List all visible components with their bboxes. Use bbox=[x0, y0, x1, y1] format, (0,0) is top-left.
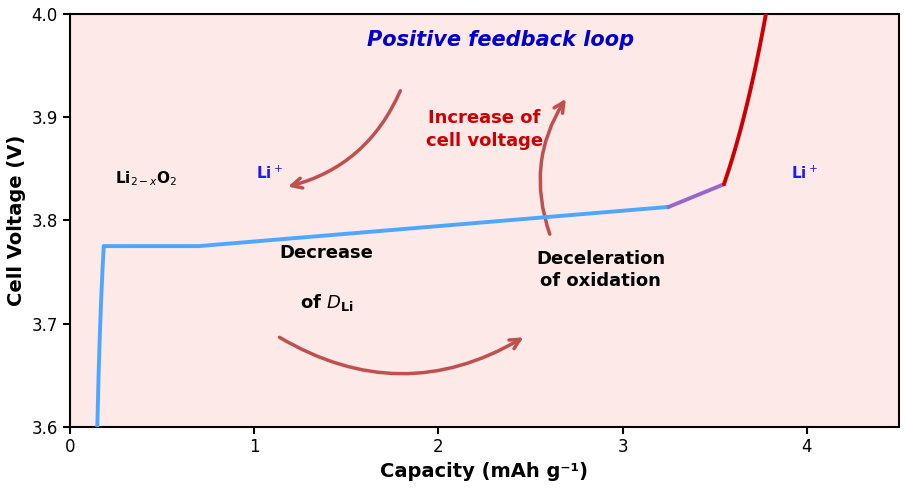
Text: Li$^+$: Li$^+$ bbox=[256, 164, 284, 182]
Text: of $\mathit{D}$$_{\mathbf{Li}}$: of $\mathit{D}$$_{\mathbf{Li}}$ bbox=[300, 292, 353, 313]
X-axis label: Capacity (mAh g⁻¹): Capacity (mAh g⁻¹) bbox=[381, 462, 588, 481]
Text: Li$_{2-x}$O$_2$: Li$_{2-x}$O$_2$ bbox=[115, 170, 178, 188]
Text: Li$^+$: Li$^+$ bbox=[791, 164, 818, 182]
Text: Deceleration
of oxidation: Deceleration of oxidation bbox=[536, 250, 665, 290]
Y-axis label: Cell Voltage (V): Cell Voltage (V) bbox=[7, 135, 26, 306]
Text: Decrease: Decrease bbox=[280, 244, 373, 263]
Text: Increase of
cell voltage: Increase of cell voltage bbox=[426, 109, 543, 150]
Text: Positive feedback loop: Positive feedback loop bbox=[368, 30, 634, 50]
